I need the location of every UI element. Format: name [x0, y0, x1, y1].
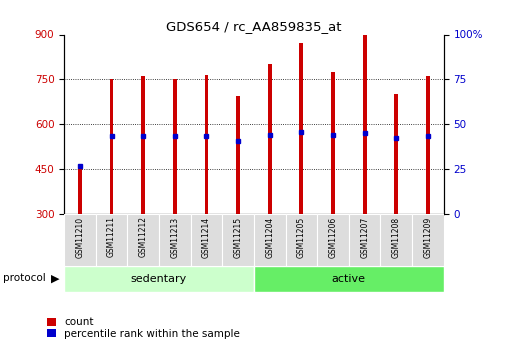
Bar: [96, 214, 127, 266]
Bar: [127, 214, 159, 266]
Bar: [159, 214, 191, 266]
Text: GSM11211: GSM11211: [107, 217, 116, 257]
Bar: [412, 214, 444, 266]
Text: GSM11210: GSM11210: [75, 217, 85, 258]
Legend: count, percentile rank within the sample: count, percentile rank within the sample: [46, 316, 241, 340]
Text: GSM11207: GSM11207: [360, 217, 369, 258]
Bar: [64, 266, 254, 292]
Bar: [300, 43, 303, 214]
Title: GDS654 / rc_AA859835_at: GDS654 / rc_AA859835_at: [166, 20, 342, 33]
Text: GSM11208: GSM11208: [392, 217, 401, 258]
Bar: [236, 96, 240, 214]
Bar: [254, 214, 286, 266]
Text: GSM11205: GSM11205: [297, 217, 306, 258]
Bar: [64, 214, 96, 266]
Text: GSM11212: GSM11212: [139, 217, 148, 257]
Bar: [363, 34, 367, 214]
Text: GSM11209: GSM11209: [423, 217, 432, 258]
Bar: [110, 79, 113, 214]
Bar: [141, 76, 145, 214]
Bar: [222, 214, 254, 266]
Bar: [349, 214, 381, 266]
Text: GSM11204: GSM11204: [265, 217, 274, 258]
Text: GSM11206: GSM11206: [328, 217, 338, 258]
Bar: [317, 214, 349, 266]
Text: GSM11214: GSM11214: [202, 217, 211, 258]
Bar: [78, 166, 82, 214]
Text: GSM11215: GSM11215: [233, 217, 243, 258]
Bar: [331, 72, 335, 214]
Bar: [205, 75, 208, 214]
Bar: [381, 214, 412, 266]
Bar: [173, 79, 177, 214]
Text: protocol: protocol: [3, 274, 45, 283]
Text: GSM11213: GSM11213: [170, 217, 180, 258]
Bar: [426, 76, 430, 214]
Bar: [286, 214, 317, 266]
Text: active: active: [332, 274, 366, 284]
Text: ▶: ▶: [50, 274, 59, 283]
Bar: [394, 94, 398, 214]
Bar: [254, 266, 444, 292]
Text: sedentary: sedentary: [131, 274, 187, 284]
Bar: [191, 214, 222, 266]
Bar: [268, 65, 272, 214]
